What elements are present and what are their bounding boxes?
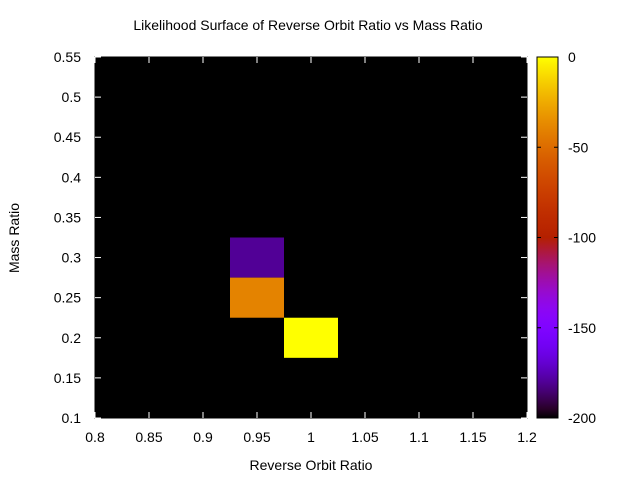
y-axis-label: Mass Ratio [6,202,22,274]
x-tick-label: 0.9 [193,429,213,445]
colorbar-tick-label: -150 [568,320,596,336]
heatmap-cell [284,317,338,358]
y-tick-label: 0.2 [62,330,82,346]
y-tick-label: 0.15 [54,370,81,386]
heatmap-cell [230,237,284,278]
colorbar-tick-label: -200 [568,410,596,426]
x-tick-label: 1.1 [409,429,429,445]
heatmap-background [95,57,527,418]
x-tick-label: 1 [307,429,315,445]
x-tick-label: 1.2 [517,429,537,445]
x-tick-label: 0.85 [135,429,162,445]
x-tick-label: 0.95 [243,429,270,445]
y-tick-label: 0.5 [62,89,82,105]
colorbar-tick-label: -50 [568,139,588,155]
colorbar-tick-label: 0 [568,49,576,65]
colorbar-tick-label: -100 [568,230,596,246]
y-tick-label: 0.25 [54,290,81,306]
y-tick-label: 0.3 [62,250,82,266]
x-axis-label: Reverse Orbit Ratio [249,457,373,473]
chart-title: Likelihood Surface of Reverse Orbit Rati… [133,17,483,33]
x-tick-label: 1.05 [351,429,378,445]
y-tick-label: 0.1 [62,410,82,426]
heatmap-cell [230,277,284,318]
y-tick-label: 0.4 [62,169,82,185]
x-tick-label: 0.8 [85,429,105,445]
y-tick-label: 0.45 [54,129,81,145]
y-tick-label: 0.35 [54,209,81,225]
y-tick-label: 0.55 [54,49,81,65]
x-tick-label: 1.15 [459,429,486,445]
